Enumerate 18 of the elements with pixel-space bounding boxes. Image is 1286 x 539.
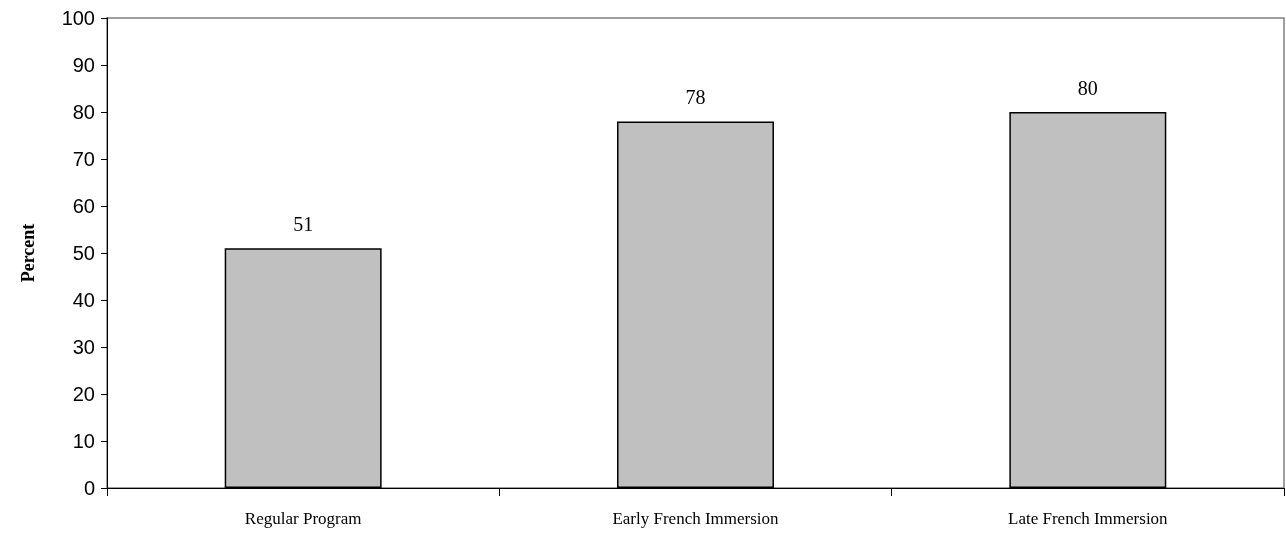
y-tick-label: 0 xyxy=(83,477,95,499)
y-tick-label: 10 xyxy=(72,430,95,452)
x-tick-label: Regular Program xyxy=(244,509,362,528)
data-label: 80 xyxy=(1077,77,1098,99)
data-label: 51 xyxy=(293,213,314,236)
y-tick-label: 20 xyxy=(72,383,95,405)
y-tick-label: 50 xyxy=(72,242,95,264)
x-tick-label: Early French Immersion xyxy=(612,509,780,528)
data-label: 78 xyxy=(685,86,706,109)
y-tick-label: 90 xyxy=(72,54,95,76)
y-tick-label: 100 xyxy=(61,7,95,29)
y-tick-label: 70 xyxy=(72,148,95,170)
y-tick-label: 80 xyxy=(72,101,95,123)
y-tick-label: 60 xyxy=(72,195,95,217)
y-tick-label: 30 xyxy=(72,336,95,358)
x-tick-label: Late French Immersion xyxy=(1008,509,1169,528)
y-axis-title: Percent xyxy=(18,223,38,283)
y-tick-label: 40 xyxy=(72,289,95,311)
